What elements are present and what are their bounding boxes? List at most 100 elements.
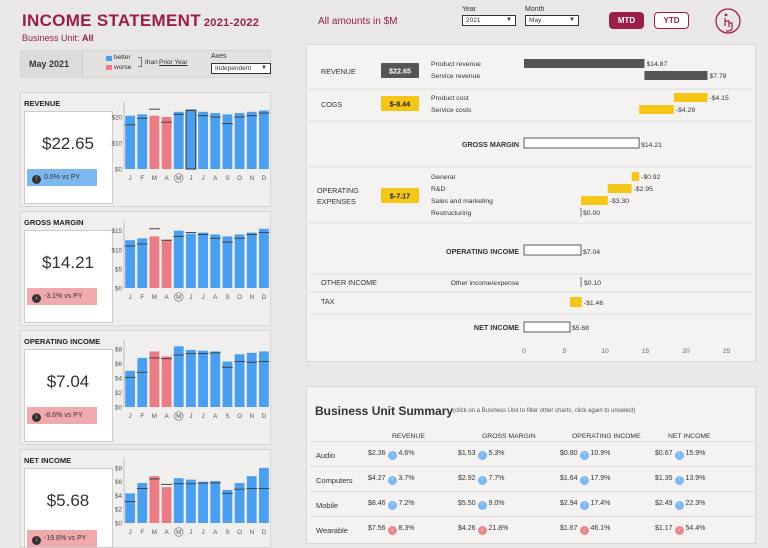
summary-row-wearable[interactable]: Wearable $7.56 ↓ 8.3% $4.26 ↓ 21.8% $1.67 ↓ 46.1%… [310, 516, 756, 542]
kpi-title: REVENUE [24, 99, 61, 108]
kpi-change-text: -19.8% vs PY [44, 535, 87, 542]
month-select[interactable]: May ▼ [525, 15, 579, 26]
bar-M [149, 115, 160, 169]
kpi-change-badge: ↑ 0.6% vs PY [27, 169, 97, 186]
kpi-change-badge: ↓ -8.6% vs PY [27, 407, 97, 424]
section-total-pill [381, 63, 419, 78]
bar-M [149, 351, 160, 407]
axes-select[interactable]: Independent ▼ [211, 63, 271, 74]
summary-cell: $7.56 ↓ 8.3% [368, 525, 415, 535]
summary-row-computers[interactable]: Computers $4.27 ↑ 3.7% $2.92 ↑ 7.7% $1.64 ↑ 17.9%… [310, 466, 756, 492]
legend-better-label: better [114, 54, 131, 61]
bar-S [222, 114, 233, 169]
summary-row-mobile[interactable]: Mobile $8.46 ↑ 7.2% $5.50 ↑ 9.0% $2.94 ↑ 17.4% $2.… [310, 491, 756, 517]
current-month-circle [174, 173, 184, 183]
arrow-up-icon: ↑ [579, 476, 589, 485]
cogs-section-label: COGS [321, 100, 342, 109]
bar-J [125, 370, 135, 407]
legend-worse-label: worse [114, 64, 132, 71]
bar-J [186, 349, 196, 407]
summary-value: $4.26 [458, 525, 476, 532]
summary-cell: $1.17 ↓ 54.4% [655, 525, 705, 535]
bar-N [246, 352, 257, 407]
y-tick-label: $0 [115, 167, 123, 174]
line-item-label: Sales and marketing [431, 198, 493, 205]
x-tick-label: D [262, 175, 267, 182]
summary-cell: $4.26 ↓ 21.8% [458, 525, 508, 535]
x-tick-label: S [225, 175, 229, 182]
bar-F [137, 483, 148, 523]
x-tick-label: J [189, 413, 192, 420]
bar-J [185, 109, 197, 170]
line-item-label: R&D [431, 186, 445, 193]
axis-tick-label: 0 [522, 348, 526, 355]
line-item-label: Product revenue [431, 61, 481, 68]
info-hand-icon[interactable] [714, 7, 742, 35]
x-tick-label: O [237, 175, 242, 182]
x-tick-label: J [129, 413, 132, 420]
y-tick-label: $15 [111, 228, 122, 235]
bar-A [161, 240, 172, 288]
x-tick-label: J [189, 294, 192, 301]
y-tick-label: $6 [115, 361, 123, 368]
bar-A [210, 480, 221, 523]
year-select[interactable]: 2021 ▼ [462, 15, 516, 26]
bar-S [222, 489, 233, 523]
arrow-up-icon: ↑ [579, 501, 589, 510]
y-tick-label: $20 [111, 115, 122, 122]
summary-row-audio[interactable]: Audio $2.36 ↑ 4.6% $1.53 ↑ 5.3% $0.80 ↑ 10.9% $0.6… [310, 441, 756, 467]
current-month-circle [174, 292, 184, 302]
x-tick-label: A [164, 175, 169, 182]
business-unit-indicator: Business Unit: All [22, 33, 94, 43]
y-tick-label: $5 [115, 266, 123, 273]
bar-value-label: $0.00 [583, 210, 600, 217]
y-tick-label: $2 [115, 390, 123, 397]
summary-change: 10.9% [590, 450, 611, 457]
x-tick-label: A [213, 529, 218, 536]
axis-tick-label: 20 [682, 348, 690, 355]
summary-value: $7.56 [368, 525, 386, 532]
x-tick-label: M [152, 529, 157, 536]
bar-value-label: $0.10 [584, 280, 601, 287]
line-item-label: Restructuring [431, 210, 472, 217]
left-filter-bar: May 2021 better worse than Prior Year Ax… [20, 50, 271, 78]
summary-change: 9.0% [488, 500, 505, 507]
arrow-up-icon: ↑ [477, 476, 487, 485]
y-tick-label: $8 [115, 347, 123, 354]
bar-value-label: $14.21 [641, 142, 662, 149]
summary-cell: $1.64 ↑ 17.9% [560, 475, 610, 485]
mtd-button[interactable]: MTD [609, 12, 644, 29]
bar-M [173, 346, 184, 407]
current-month-circle [174, 411, 184, 421]
kpi-panel-net-income: NET INCOME $5.68 ↓ -19.8% vs PY $8 $6 $4 $2 $0 J F… [20, 449, 271, 548]
summary-title: Business Unit Summary [315, 404, 454, 418]
bar-N [246, 476, 257, 523]
bar-J [198, 111, 208, 169]
bar-J [198, 350, 208, 407]
arrow-up-icon: ↑ [674, 451, 684, 460]
x-tick-label: J [129, 529, 132, 536]
bar-M [149, 236, 160, 288]
business-unit-summary-panel: Business Unit Summary (click on a Busine… [306, 386, 756, 544]
x-tick-label: N [249, 413, 254, 420]
worse-legend-swatch [106, 65, 112, 70]
summary-column-header: OPERATING INCOME [572, 433, 641, 440]
bar-value-label: $7.04 [583, 249, 600, 256]
kpi-bar-chart-3: $8$6$4$2$0J F M A M J J A S O N D [115, 459, 270, 537]
arrow-up-icon: ↑ [579, 451, 589, 460]
legend-prior-year: Prior Year [159, 59, 188, 66]
axes-label: Axes [211, 53, 227, 60]
kpi-change-text: -3.1% vs PY [44, 293, 83, 300]
summary-cell: $0.80 ↑ 10.9% [560, 450, 610, 460]
kpi-change-badge: ↓ -3.1% vs PY [27, 288, 97, 305]
summary-column-header: REVENUE [392, 433, 425, 440]
opex-bar [631, 172, 640, 181]
kpi-change-text: -8.6% vs PY [44, 412, 83, 419]
ytd-button[interactable]: YTD [654, 12, 689, 29]
section-total-text: $-8.44 [390, 100, 410, 109]
bar-N [246, 111, 257, 169]
gross-margin-bar [523, 137, 640, 149]
x-tick-label: J [129, 294, 132, 301]
bar-O [234, 234, 245, 288]
bar-M [173, 111, 184, 169]
